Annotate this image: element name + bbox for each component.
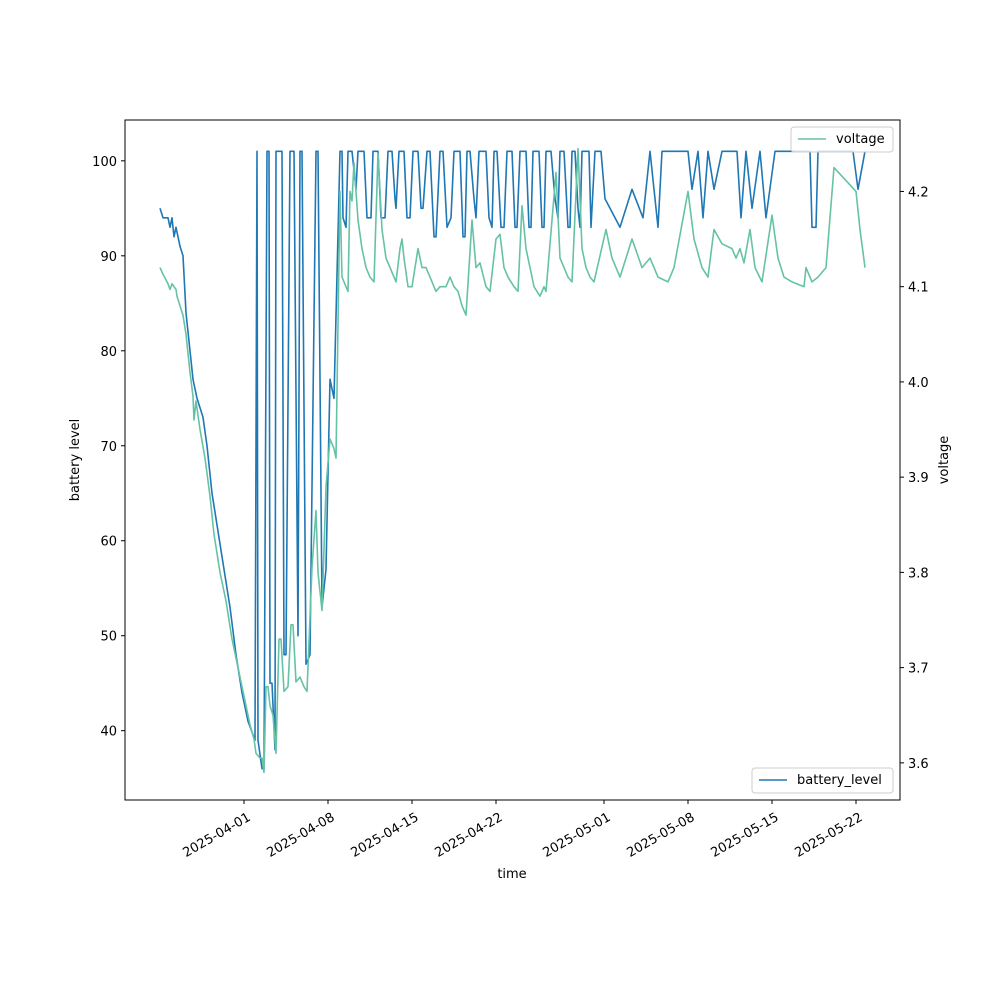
y-tick-label: 80 — [100, 345, 117, 360]
x-tick-label: 2025-05-22 — [792, 810, 865, 861]
y-axis-right: 3.6 3.7 3.8 3.9 4.0 4.1 4.2 — [900, 185, 929, 772]
series-layer — [159, 147, 866, 774]
y-tick-label: 70 — [100, 440, 117, 455]
legend-voltage-label: voltage — [836, 132, 885, 147]
y2-tick-label: 4.2 — [908, 185, 929, 200]
x-tick-label: 2025-04-08 — [264, 810, 337, 861]
y2-axis-label: voltage — [937, 436, 952, 485]
x-tick-label: 2025-04-15 — [348, 810, 421, 861]
y2-tick-label: 3.7 — [908, 662, 929, 677]
y-axis-left: 40 50 60 70 80 90 100 — [92, 155, 125, 740]
x-tick-label: 2025-04-01 — [180, 810, 253, 861]
y-tick-label: 50 — [100, 630, 117, 645]
x-tick-label: 2025-05-15 — [708, 810, 781, 861]
y2-tick-label: 4.0 — [908, 376, 929, 391]
y2-tick-label: 3.9 — [908, 471, 929, 486]
series-line-battery-level — [159, 150, 866, 770]
y-tick-label: 100 — [92, 155, 117, 170]
y-tick-label: 60 — [100, 535, 117, 550]
legend-battery-level-label: battery_level — [797, 773, 882, 788]
y-tick-label: 40 — [100, 725, 117, 740]
legend-battery-level: battery_level — [751, 767, 894, 794]
x-axis-label: time — [497, 867, 526, 882]
x-tick-label: 2025-05-08 — [624, 810, 697, 861]
y-tick-label: 90 — [100, 250, 117, 265]
x-axis: 2025-04-01 2025-04-08 2025-04-15 2025-04-22… — [180, 800, 865, 861]
y2-tick-label: 3.8 — [908, 566, 929, 581]
x-tick-label: 2025-04-22 — [432, 810, 505, 861]
x-tick-label: 2025-05-01 — [540, 810, 613, 861]
series-line-voltage — [159, 147, 866, 774]
plot-frame — [124, 119, 901, 801]
legend-voltage: voltage — [790, 126, 894, 153]
y2-tick-label: 4.1 — [908, 281, 929, 296]
y2-tick-label: 3.6 — [908, 757, 929, 772]
y-axis-label: battery level — [68, 419, 83, 502]
